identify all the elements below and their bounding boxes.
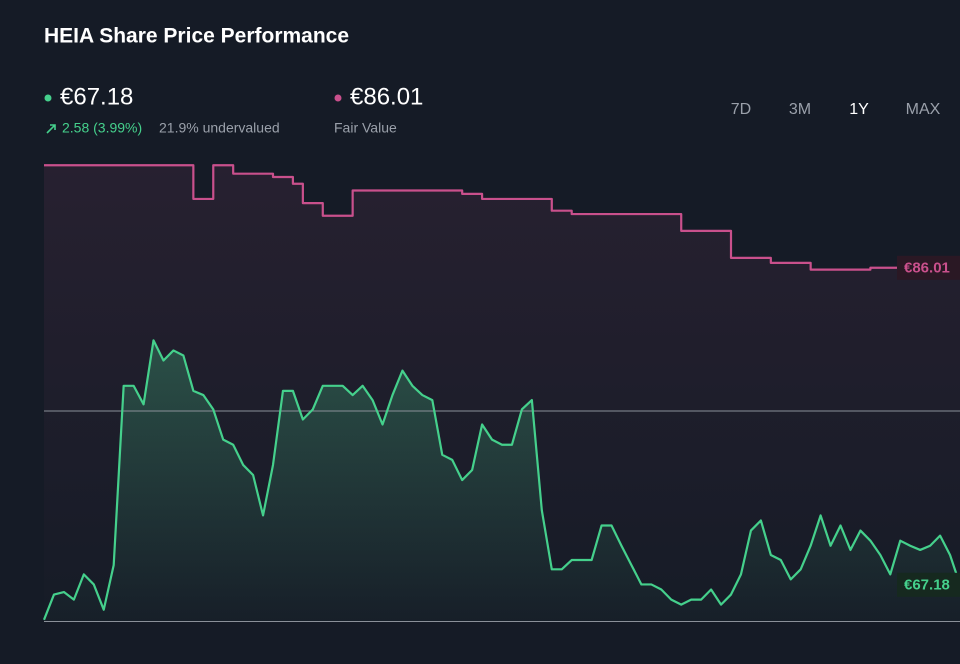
range-button[interactable]: 3M [789, 101, 811, 118]
end-label: €67.18 [904, 577, 950, 594]
price-change: 2.58 (3.99%) [62, 120, 142, 136]
fair-value-label: Fair Value [334, 120, 397, 136]
end-label-bg [897, 255, 960, 280]
line [42, 339, 960, 621]
range-button[interactable]: 7D [731, 101, 751, 118]
valuation: 21.9% undervalued [159, 120, 280, 136]
range-button[interactable]: MAX [906, 101, 941, 118]
fair-dot [334, 94, 342, 102]
area [44, 340, 960, 622]
end-label-bg [897, 572, 960, 597]
end-label: €86.01 [904, 260, 950, 277]
title: HEIA Share Price Performance [44, 25, 349, 48]
price-dot [44, 94, 52, 102]
up-arrow [46, 124, 56, 134]
line [44, 164, 960, 271]
range-button[interactable]: 1Y [849, 101, 869, 118]
price: €67.18 [60, 83, 133, 110]
fair-value: €86.01 [350, 83, 423, 110]
